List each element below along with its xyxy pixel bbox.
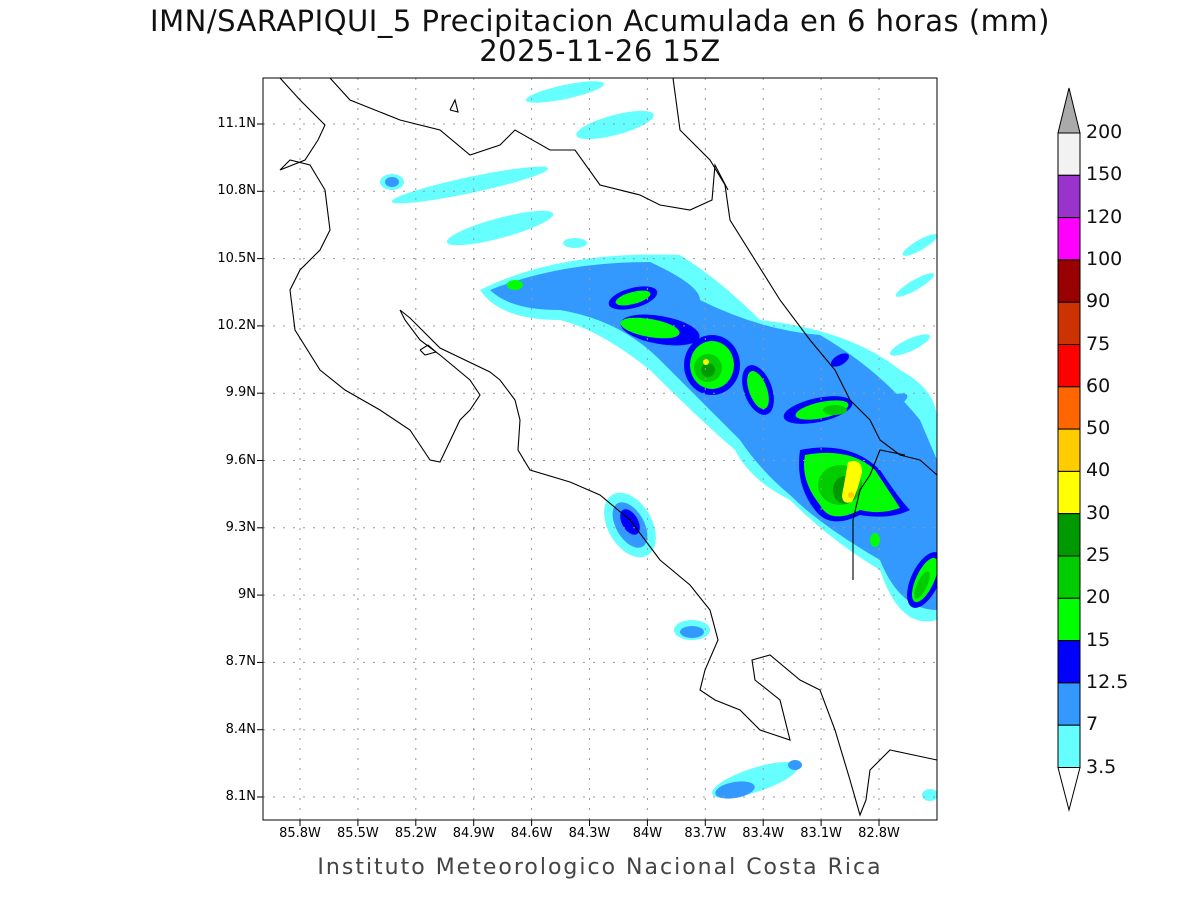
precip-40-50 — [848, 492, 854, 498]
colorbar-swatch — [1057, 386, 1081, 430]
lat-tick-label: 9.6N — [225, 452, 256, 468]
colorbar-label: 50 — [1086, 417, 1111, 440]
lat-tick-label: 11.1N — [217, 116, 256, 131]
lon-tick-label: 84.3W — [568, 826, 611, 841]
map-title: IMN/SARAPIQUI_5 Precipitacion Acumulada … — [150, 4, 1050, 38]
colorbar-label: 120 — [1086, 205, 1123, 228]
colorbar-swatch — [1057, 470, 1081, 515]
colorbar-swatch — [1057, 555, 1081, 599]
lat-tick-label: 8.4N — [225, 721, 256, 737]
colorbar-label: 150 — [1086, 163, 1123, 186]
coastlines — [279, 78, 937, 817]
colorbar-swatch — [1057, 174, 1081, 219]
lon-tick-label: 82.8W — [858, 826, 900, 841]
lat-tick-label: 10.2N — [217, 317, 256, 333]
lat-tick-label: 8.7N — [225, 654, 256, 670]
lat-tick-label: 10.8N — [217, 183, 256, 199]
precip-30-40 — [703, 359, 862, 503]
lon-tick-label: 84W — [632, 826, 663, 841]
colorbar — [1057, 87, 1081, 812]
lon-tick-label: 83.1W — [800, 826, 842, 841]
precip-7-12.5 — [385, 177, 937, 799]
lon-tick-label: 83.4W — [742, 826, 785, 841]
lon-tick-label: 84.9W — [452, 826, 495, 841]
colorbar-swatch — [1057, 428, 1081, 472]
colorbar-swatch — [1057, 597, 1081, 642]
precip-field — [380, 81, 937, 801]
lat-tick-label: 9.3N — [225, 519, 256, 535]
colorbar-label: 12.5 — [1086, 670, 1129, 693]
colorbar-label: 40 — [1086, 459, 1111, 482]
lat-tick-label: 9.9N — [225, 385, 256, 401]
colorbar-label: 15 — [1086, 628, 1111, 651]
lon-tick-label: 83.7W — [684, 826, 727, 841]
lat-tick-label: 10.5N — [217, 250, 256, 266]
colorbar-label: 25 — [1086, 544, 1111, 566]
lon-tick-label: 85.5W — [336, 826, 379, 841]
colorbar-label: 60 — [1086, 374, 1111, 397]
colorbar-swatch — [1057, 301, 1081, 346]
colorbar-label: 20 — [1086, 586, 1111, 609]
colorbar-swatch — [1057, 344, 1081, 388]
lat-tick-label: 8.1N — [225, 789, 256, 804]
lat-tick-label: 9N — [238, 587, 256, 603]
colorbar-label: 7 — [1086, 713, 1099, 736]
colorbar-label: 3.5 — [1086, 755, 1117, 778]
colorbar-swatch — [1057, 640, 1081, 684]
footer-credit: Instituto Meteorologico Nacional Costa R… — [317, 855, 883, 880]
colorbar-swatch — [1057, 217, 1081, 261]
colorbar-label: 200 — [1086, 121, 1123, 143]
colorbar-label: 100 — [1086, 247, 1123, 270]
colorbar-swatch — [1057, 259, 1081, 303]
map-frame — [262, 77, 938, 821]
colorbar-swatch — [1057, 513, 1081, 557]
colorbar-label: 30 — [1086, 501, 1111, 524]
colorbar-swatch — [1057, 724, 1081, 769]
colorbar-under-arrow — [1057, 767, 1081, 812]
grid-lines — [257, 78, 937, 826]
map-subtitle: 2025-11-26 15Z — [479, 34, 721, 68]
lon-tick-label: 85.2W — [394, 826, 437, 841]
lon-tick-label: 84.6W — [510, 826, 553, 841]
colorbar-swatch — [1057, 132, 1081, 176]
colorbar-label: 75 — [1086, 332, 1111, 355]
lon-tick-label: 85.8W — [279, 826, 321, 841]
colorbar-label: 90 — [1086, 290, 1111, 313]
colorbar-over-arrow — [1057, 87, 1081, 134]
colorbar-swatch — [1057, 682, 1081, 726]
